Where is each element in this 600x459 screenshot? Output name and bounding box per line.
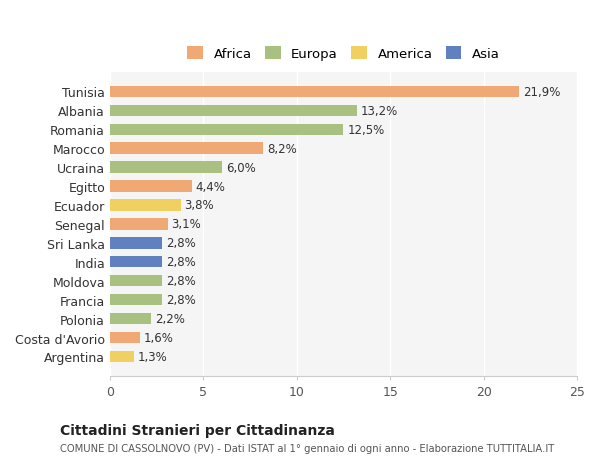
Bar <box>110 294 162 306</box>
Text: 3,1%: 3,1% <box>172 218 201 231</box>
Bar <box>110 219 168 230</box>
Text: 1,6%: 1,6% <box>143 331 173 344</box>
Bar <box>110 200 181 211</box>
Bar <box>110 275 162 287</box>
Text: 21,9%: 21,9% <box>523 86 560 99</box>
Text: 4,4%: 4,4% <box>196 180 226 193</box>
Text: 2,8%: 2,8% <box>166 256 196 269</box>
Bar <box>110 332 140 343</box>
Bar <box>110 257 162 268</box>
Text: COMUNE DI CASSOLNOVO (PV) - Dati ISTAT al 1° gennaio di ogni anno - Elaborazione: COMUNE DI CASSOLNOVO (PV) - Dati ISTAT a… <box>60 443 554 453</box>
Text: 12,5%: 12,5% <box>347 123 385 136</box>
Bar <box>110 86 519 98</box>
Bar <box>110 313 151 325</box>
Bar <box>110 106 356 117</box>
Bar <box>110 181 192 192</box>
Bar <box>110 351 134 362</box>
Text: 3,8%: 3,8% <box>185 199 214 212</box>
Bar <box>110 143 263 155</box>
Bar <box>110 238 162 249</box>
Text: 1,3%: 1,3% <box>138 350 167 363</box>
Text: 2,2%: 2,2% <box>155 313 185 325</box>
Bar <box>110 124 343 135</box>
Text: 8,2%: 8,2% <box>267 142 296 155</box>
Bar <box>110 162 222 174</box>
Text: 2,8%: 2,8% <box>166 237 196 250</box>
Text: 2,8%: 2,8% <box>166 274 196 288</box>
Text: Cittadini Stranieri per Cittadinanza: Cittadini Stranieri per Cittadinanza <box>60 423 335 437</box>
Text: 6,0%: 6,0% <box>226 161 256 174</box>
Text: 13,2%: 13,2% <box>360 105 398 118</box>
Text: 2,8%: 2,8% <box>166 293 196 307</box>
Legend: Africa, Europa, America, Asia: Africa, Europa, America, Asia <box>181 40 506 67</box>
